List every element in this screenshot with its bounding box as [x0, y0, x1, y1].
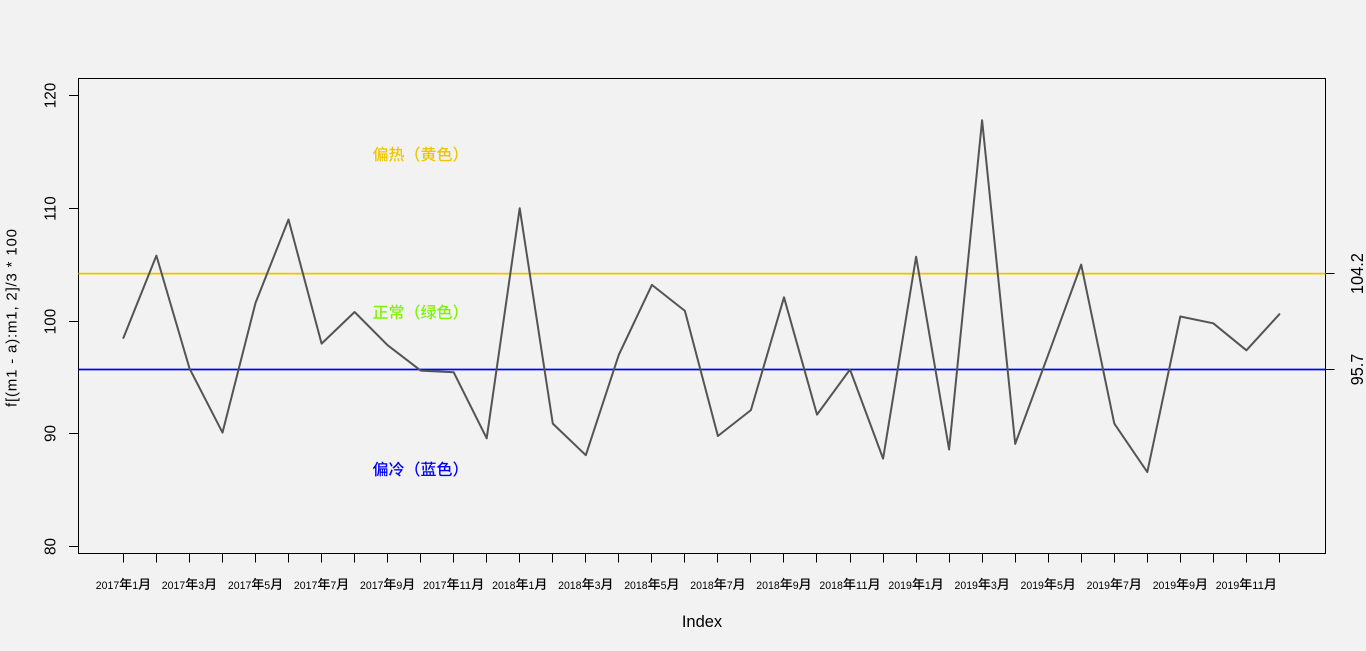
- svg-text:2019: 2019: [1153, 580, 1176, 592]
- svg-text:110: 110: [42, 196, 59, 220]
- svg-text:2019: 2019: [1216, 580, 1239, 592]
- svg-text:2017: 2017: [360, 580, 383, 592]
- svg-text:1: 1: [132, 580, 138, 592]
- svg-text:90: 90: [42, 425, 59, 442]
- svg-text:2017: 2017: [228, 580, 251, 592]
- svg-text:3: 3: [595, 580, 601, 592]
- svg-text:2018: 2018: [819, 580, 842, 592]
- svg-text:Index: Index: [682, 613, 723, 631]
- svg-text:9: 9: [396, 580, 402, 592]
- svg-text:3: 3: [198, 580, 204, 592]
- svg-text:2017: 2017: [96, 580, 119, 592]
- svg-text:2019: 2019: [955, 580, 978, 592]
- svg-text:11: 11: [856, 580, 868, 592]
- svg-text:1: 1: [925, 580, 931, 592]
- svg-text:2018: 2018: [492, 580, 515, 592]
- svg-text:5: 5: [1057, 580, 1063, 592]
- svg-text:120: 120: [42, 83, 59, 109]
- svg-text:2019: 2019: [1021, 580, 1044, 592]
- svg-text:2018: 2018: [690, 580, 713, 592]
- svg-text:5: 5: [661, 580, 667, 592]
- svg-text:7: 7: [727, 580, 733, 592]
- svg-text:1: 1: [529, 580, 535, 592]
- svg-text:2017: 2017: [294, 580, 317, 592]
- svg-text:2017: 2017: [162, 580, 185, 592]
- svg-text:9: 9: [1189, 580, 1195, 592]
- svg-text:2018: 2018: [624, 580, 647, 592]
- svg-text:9: 9: [793, 580, 799, 592]
- svg-text:f[(m1 - a):m1, 2]/3 * 100: f[(m1 - a):m1, 2]/3 * 100: [3, 229, 20, 407]
- svg-text:3: 3: [991, 580, 997, 592]
- svg-text:95.7: 95.7: [1347, 354, 1366, 386]
- svg-text:7: 7: [330, 580, 336, 592]
- svg-text:104.2: 104.2: [1347, 253, 1366, 294]
- svg-text:2018: 2018: [756, 580, 779, 592]
- svg-text:5: 5: [264, 580, 270, 592]
- svg-text:80: 80: [42, 538, 59, 555]
- svg-text:7: 7: [1123, 580, 1129, 592]
- svg-text:11: 11: [1252, 580, 1264, 592]
- svg-text:2019: 2019: [1087, 580, 1110, 592]
- svg-text:11: 11: [460, 580, 472, 592]
- svg-text:100: 100: [42, 309, 59, 335]
- svg-text:2019: 2019: [888, 580, 911, 592]
- svg-text:2017: 2017: [423, 580, 446, 592]
- svg-text:2018: 2018: [558, 580, 581, 592]
